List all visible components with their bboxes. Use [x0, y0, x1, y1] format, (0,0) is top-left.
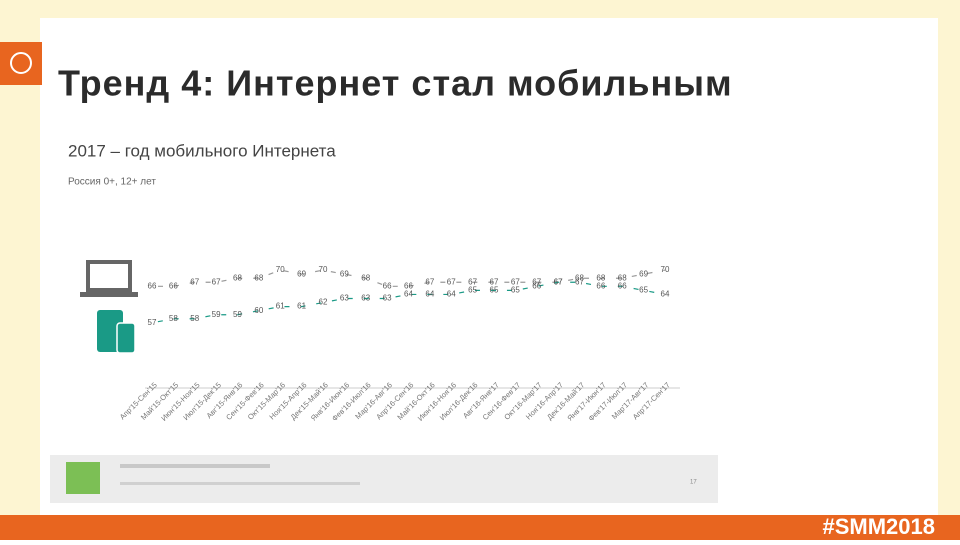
- data-label: 69: [340, 269, 349, 278]
- data-label: 67: [468, 277, 477, 286]
- data-label: 64: [404, 290, 413, 299]
- data-label: 65: [511, 285, 520, 294]
- data-label: 67: [554, 277, 563, 286]
- data-label: 57: [148, 318, 157, 327]
- chart-subtitle: Россия 0+, 12+ лет: [68, 177, 156, 188]
- data-label: 58: [190, 314, 199, 323]
- data-label: 63: [383, 294, 392, 303]
- data-label: 70: [661, 265, 670, 274]
- data-label: 66: [404, 281, 413, 290]
- data-label: 61: [297, 302, 306, 311]
- data-label: 60: [254, 306, 263, 315]
- data-label: 67: [425, 277, 434, 286]
- laptop-icon: [80, 260, 138, 297]
- data-label: 68: [254, 273, 263, 282]
- data-label: 64: [661, 290, 670, 299]
- footer-source: [120, 482, 360, 485]
- data-label: 69: [639, 269, 648, 278]
- footer-panel: [50, 455, 718, 503]
- logo-box: [0, 42, 42, 85]
- data-label: 64: [425, 290, 434, 299]
- data-label: 61: [276, 302, 285, 311]
- data-label: 67: [575, 277, 584, 286]
- data-label: 70: [319, 265, 328, 274]
- data-label: 66: [148, 281, 157, 290]
- data-label: 66: [532, 281, 541, 290]
- bottom-bar: [0, 515, 960, 540]
- data-label: 63: [361, 294, 370, 303]
- data-label: 64: [447, 290, 456, 299]
- logo-icon: [10, 52, 32, 74]
- data-label: 66: [596, 281, 605, 290]
- footer-note: [120, 464, 270, 468]
- data-label: 66: [169, 281, 178, 290]
- series-line: [151, 281, 666, 324]
- slide-area: [40, 18, 938, 515]
- data-label: 62: [319, 298, 328, 307]
- source-logo: [66, 462, 100, 494]
- data-label: 69: [297, 269, 306, 278]
- hashtag: #SMM2018: [822, 514, 935, 539]
- data-label: 58: [169, 314, 178, 323]
- data-label: 68: [233, 273, 242, 282]
- data-label: 59: [233, 310, 242, 319]
- data-label: 65: [490, 285, 499, 294]
- tablet-icon: [97, 310, 136, 354]
- data-label: 68: [361, 273, 370, 282]
- data-label: 67: [190, 277, 199, 286]
- data-label: 67: [532, 277, 541, 286]
- page-number: 17: [690, 480, 697, 486]
- data-label: 65: [468, 285, 477, 294]
- data-label: 68: [596, 273, 605, 282]
- series-line: [152, 269, 666, 287]
- data-label: 67: [212, 277, 221, 286]
- data-label: 70: [276, 265, 285, 274]
- data-label: 67: [490, 277, 499, 286]
- chart-title: 2017 – год мобильного Интернета: [68, 141, 336, 160]
- data-label: 63: [340, 294, 349, 303]
- data-label: 66: [383, 281, 392, 290]
- data-label: 67: [511, 277, 520, 286]
- data-label: 68: [618, 273, 627, 282]
- data-label: 67: [447, 277, 456, 286]
- data-label: 66: [618, 281, 627, 290]
- data-label: 59: [212, 310, 221, 319]
- data-label: 68: [575, 273, 584, 282]
- data-label: 65: [639, 285, 648, 294]
- slide-title: Тренд 4: Интернет стал мобильным: [58, 63, 733, 104]
